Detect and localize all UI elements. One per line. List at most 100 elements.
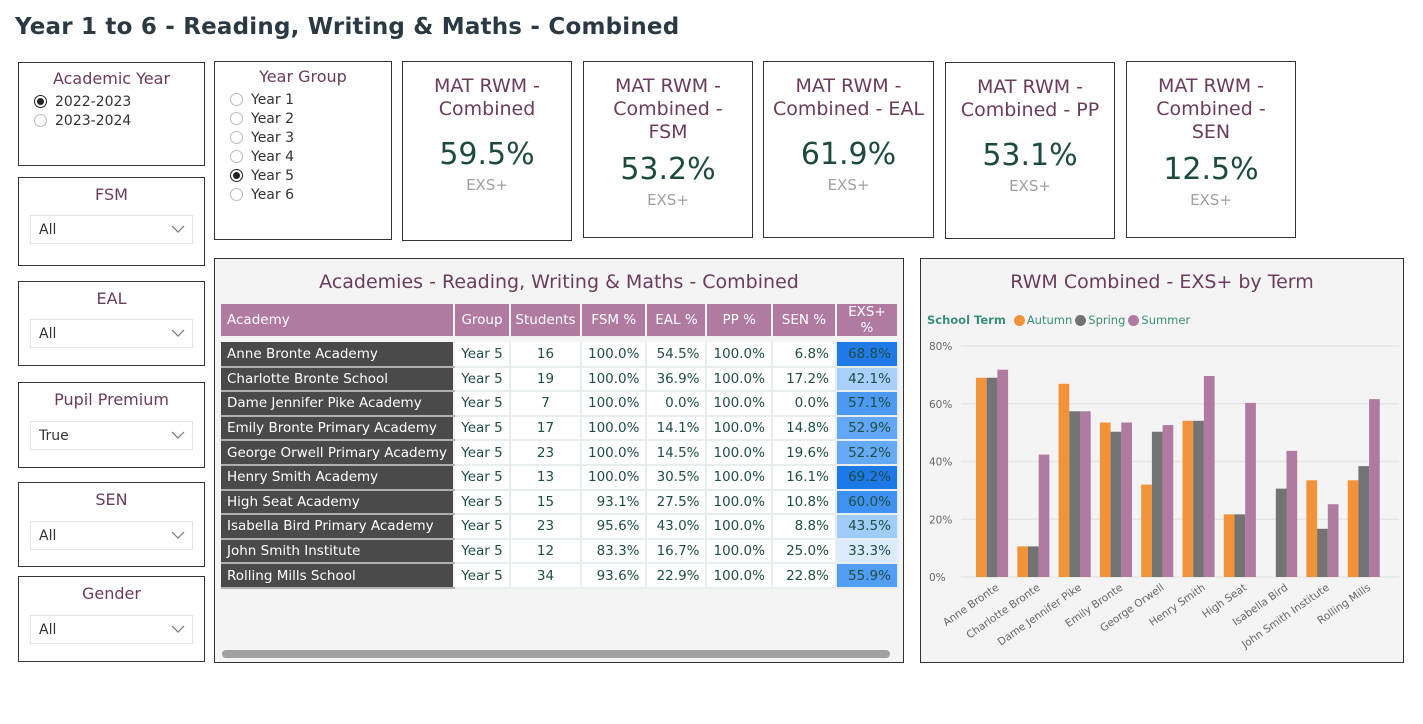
legend-item-summer[interactable]: Summer bbox=[1128, 313, 1190, 327]
bar-spring[interactable] bbox=[1110, 431, 1122, 577]
column-header[interactable]: Academy bbox=[221, 304, 455, 336]
bar-summer[interactable] bbox=[1038, 454, 1050, 577]
bar-spring[interactable] bbox=[1358, 466, 1370, 577]
bar-autumn[interactable] bbox=[1141, 484, 1152, 577]
column-header[interactable]: EAL % bbox=[646, 304, 708, 336]
bar-spring[interactable] bbox=[1193, 420, 1204, 577]
year-group-option[interactable]: Year 5 bbox=[230, 166, 391, 185]
column-header[interactable]: PP % bbox=[706, 304, 773, 336]
cell-academy: Anne Bronte Academy bbox=[221, 342, 455, 368]
table-row[interactable]: Emily Bronte Primary Academy Year 5 17 100.… bbox=[221, 415, 899, 442]
bar-autumn[interactable] bbox=[1058, 383, 1070, 577]
y-tick-label: 40% bbox=[929, 457, 952, 469]
bar-spring[interactable] bbox=[1317, 528, 1328, 577]
column-header[interactable]: Students bbox=[510, 304, 582, 336]
bar-summer[interactable] bbox=[1286, 450, 1298, 577]
bar-summer[interactable] bbox=[997, 369, 1009, 577]
academic-year-option[interactable]: 2023-2024 bbox=[34, 111, 204, 130]
academies-table-panel: Academies - Reading, Writing & Maths - C… bbox=[214, 258, 904, 663]
academic-year-option[interactable]: 2022-2023 bbox=[34, 92, 204, 111]
radio-unchecked-icon[interactable] bbox=[230, 150, 243, 163]
table-row[interactable]: High Seat Academy Year 5 15 93.1% 27.5% 100.0… bbox=[221, 489, 899, 516]
fsm-slicer: FSM All bbox=[18, 177, 205, 266]
fsm-value: All bbox=[39, 221, 57, 238]
cell-pp: 100.0% bbox=[706, 366, 773, 393]
year-group-option[interactable]: Year 6 bbox=[230, 185, 391, 204]
legend-item-autumn[interactable]: Autumn bbox=[1013, 313, 1072, 327]
year-group-option[interactable]: Year 4 bbox=[230, 147, 391, 166]
bar-spring[interactable] bbox=[1069, 411, 1080, 577]
year-group-option[interactable]: Year 3 bbox=[230, 128, 391, 147]
radio-unchecked-icon[interactable] bbox=[230, 112, 243, 125]
radio-checked-icon[interactable] bbox=[34, 95, 47, 108]
table-row[interactable]: John Smith Institute Year 5 12 83.3% 16.7% 10… bbox=[221, 538, 899, 565]
bar-autumn[interactable] bbox=[1017, 546, 1028, 577]
cell-pp: 100.0% bbox=[706, 489, 773, 516]
radio-checked-icon[interactable] bbox=[230, 169, 243, 182]
legend-item-spring[interactable]: Spring bbox=[1075, 313, 1125, 327]
column-header[interactable]: SEN % bbox=[771, 304, 837, 336]
kpi-subtitle: EXS+ bbox=[827, 176, 870, 194]
bar-spring[interactable] bbox=[1275, 488, 1287, 577]
kpi-value: 53.1% bbox=[982, 138, 1078, 173]
bar-summer[interactable] bbox=[1327, 504, 1339, 577]
chart-title: RWM Combined - EXS+ by Term bbox=[1010, 271, 1314, 293]
radio-unchecked-icon[interactable] bbox=[34, 114, 47, 127]
year-group-option[interactable]: Year 2 bbox=[230, 109, 391, 128]
horizontal-scrollbar[interactable] bbox=[222, 650, 890, 658]
fsm-dropdown[interactable]: All bbox=[30, 215, 193, 244]
column-header[interactable]: Group bbox=[454, 304, 511, 336]
academies-table: Academy Group Students FSM % EAL % PP % SEN % E… bbox=[221, 304, 899, 589]
year-group-option[interactable]: Year 1 bbox=[230, 90, 391, 109]
bar-spring[interactable] bbox=[1151, 431, 1163, 577]
column-header[interactable]: FSM % bbox=[581, 304, 648, 336]
table-row[interactable]: Rolling Mills School Year 5 34 93.6% 22.9% 10… bbox=[221, 563, 899, 589]
year-group-title: Year Group bbox=[259, 67, 347, 86]
bar-spring[interactable] bbox=[1234, 514, 1246, 577]
kpi-card-eal: MAT RWM - Combined - EAL 61.9% EXS+ bbox=[763, 61, 934, 238]
bar-spring[interactable] bbox=[1028, 546, 1039, 577]
pupil-premium-dropdown[interactable]: True bbox=[30, 421, 193, 450]
bar-autumn[interactable] bbox=[1306, 480, 1318, 577]
academic-year-options: 2022-2023 2023-2024 bbox=[19, 92, 204, 130]
table-row[interactable]: Dame Jennifer Pike Academy Year 5 7 100.0% 0… bbox=[221, 391, 899, 417]
year-group-option-label: Year 6 bbox=[251, 186, 294, 203]
eal-dropdown[interactable]: All bbox=[30, 319, 193, 348]
cell-students: 7 bbox=[510, 391, 582, 417]
gender-dropdown[interactable]: All bbox=[30, 615, 193, 644]
radio-unchecked-icon[interactable] bbox=[230, 131, 243, 144]
cell-academy: John Smith Institute bbox=[221, 538, 455, 565]
table-row[interactable]: Henry Smith Academy Year 5 13 100.0% 30.5% 10… bbox=[221, 464, 899, 491]
pupil-premium-value: True bbox=[39, 427, 69, 444]
academic-year-slicer: Academic Year 2022-2023 2023-2024 bbox=[18, 62, 205, 166]
bar-autumn[interactable] bbox=[976, 377, 987, 577]
sen-slicer: SEN All bbox=[18, 482, 205, 567]
radio-unchecked-icon[interactable] bbox=[230, 93, 243, 106]
table-row[interactable]: Isabella Bird Primary Academy Year 5 23 95.… bbox=[221, 514, 899, 540]
year-group-option-label: Year 1 bbox=[251, 91, 294, 108]
bar-summer[interactable] bbox=[1080, 411, 1091, 577]
kpi-subtitle: EXS+ bbox=[647, 191, 689, 209]
table-row[interactable]: Anne Bronte Academy Year 5 16 100.0% 54.5% 10… bbox=[221, 342, 899, 368]
bar-autumn[interactable] bbox=[1099, 422, 1111, 577]
column-header[interactable]: EXS+ % bbox=[835, 304, 899, 336]
cell-pp: 100.0% bbox=[706, 538, 773, 565]
cell-academy: Henry Smith Academy bbox=[221, 464, 455, 491]
cell-academy: George Orwell Primary Academy bbox=[221, 440, 455, 466]
bar-summer[interactable] bbox=[1203, 376, 1215, 577]
y-tick-label: 80% bbox=[929, 341, 952, 353]
bar-autumn[interactable] bbox=[1347, 480, 1359, 577]
bar-summer[interactable] bbox=[1245, 402, 1256, 577]
table-row[interactable]: George Orwell Primary Academy Year 5 23 100… bbox=[221, 440, 899, 466]
sen-title: SEN bbox=[95, 490, 128, 509]
bar-summer[interactable] bbox=[1369, 399, 1380, 577]
bar-summer[interactable] bbox=[1121, 422, 1132, 577]
bar-autumn[interactable] bbox=[1223, 514, 1235, 577]
radio-unchecked-icon[interactable] bbox=[230, 188, 243, 201]
bar-autumn[interactable] bbox=[1182, 420, 1194, 577]
sen-dropdown[interactable]: All bbox=[30, 521, 193, 550]
table-row[interactable]: Charlotte Bronte School Year 5 19 100.0% 36.… bbox=[221, 366, 899, 393]
eal-title: EAL bbox=[96, 289, 127, 308]
bar-summer[interactable] bbox=[1162, 425, 1174, 577]
bar-spring[interactable] bbox=[986, 377, 998, 577]
